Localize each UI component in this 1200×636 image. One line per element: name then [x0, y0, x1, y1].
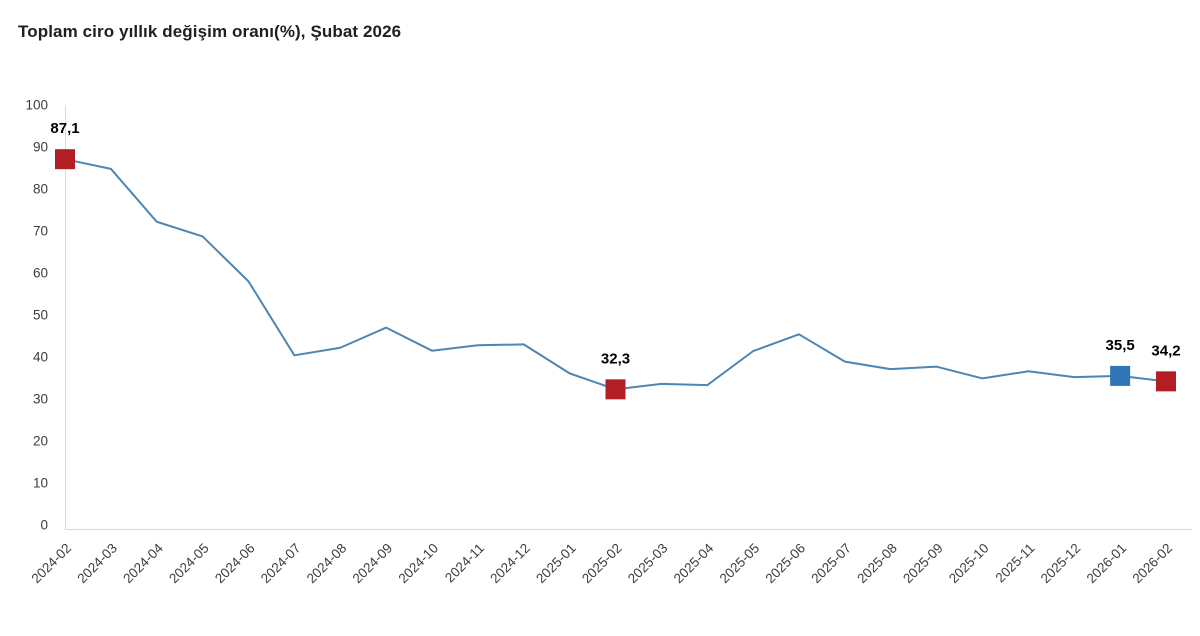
data-point-label: 87,1: [50, 120, 79, 137]
chart-title: Toplam ciro yıllık değişim oranı(%), Şub…: [18, 22, 402, 41]
y-axis-tick-label: 40: [33, 350, 48, 365]
x-axis-tick-label: 2024-12: [487, 541, 533, 587]
x-axis-tick-label: 2024-06: [212, 541, 258, 587]
x-axis-tick-label: 2024-08: [304, 541, 350, 587]
x-axis-tick-label: 2025-11: [993, 541, 1038, 586]
y-axis-tick-label: 80: [33, 182, 48, 197]
x-axis-tick-label: 2025-06: [762, 541, 808, 587]
x-axis-tick-label: 2024-02: [28, 541, 74, 587]
data-point-label: 34,2: [1151, 342, 1180, 359]
data-point-marker[interactable]: [1156, 371, 1176, 392]
data-point-label: 35,5: [1106, 337, 1135, 354]
x-axis-tick-label: 2025-03: [625, 541, 671, 587]
x-axis-tick-label: 2024-11: [442, 541, 487, 586]
y-axis-tick-label: 90: [33, 140, 48, 155]
x-axis-tick-label: 2024-09: [350, 541, 396, 587]
x-axis-tick-label: 2025-07: [808, 541, 854, 587]
x-axis-tick-label: 2024-05: [166, 541, 212, 587]
x-axis-tick-label: 2024-10: [395, 541, 441, 587]
x-axis-tick-label: 2025-05: [717, 541, 763, 587]
x-axis-tick-label: 2024-07: [258, 541, 304, 587]
x-axis-tick-label: 2026-02: [1129, 541, 1175, 587]
y-axis-tick-label: 70: [33, 224, 48, 239]
y-axis-tick-label: 50: [33, 308, 48, 323]
x-axis-tick-label: 2025-08: [854, 541, 900, 587]
x-axis-tick-label: 2025-01: [533, 541, 579, 587]
x-axis-tick-label: 2025-02: [579, 541, 625, 587]
y-axis-tick-label: 30: [33, 392, 48, 407]
y-axis-tick-label: 0: [40, 518, 48, 533]
x-axis-tick-label: 2025-10: [946, 541, 992, 587]
y-axis-tick-label: 20: [33, 434, 48, 449]
data-point-marker[interactable]: [1110, 365, 1131, 386]
x-axis-tick-label: 2026-01: [1084, 541, 1130, 587]
y-axis-tick-label: 10: [33, 476, 48, 491]
data-point-marker[interactable]: [605, 379, 626, 400]
x-axis-tick-label: 2025-09: [900, 541, 946, 587]
data-point-label: 32,3: [601, 350, 630, 367]
y-axis-tick-label: 100: [25, 98, 48, 113]
y-axis-tick-label: 60: [33, 266, 48, 281]
data-point-marker[interactable]: [55, 149, 75, 170]
x-axis-tick-label: 2025-04: [671, 540, 717, 586]
x-axis-tick-label: 2024-03: [74, 541, 120, 587]
x-axis-tick-label: 2025-12: [1038, 541, 1084, 587]
x-axis-tick-label: 2024-04: [120, 540, 166, 586]
